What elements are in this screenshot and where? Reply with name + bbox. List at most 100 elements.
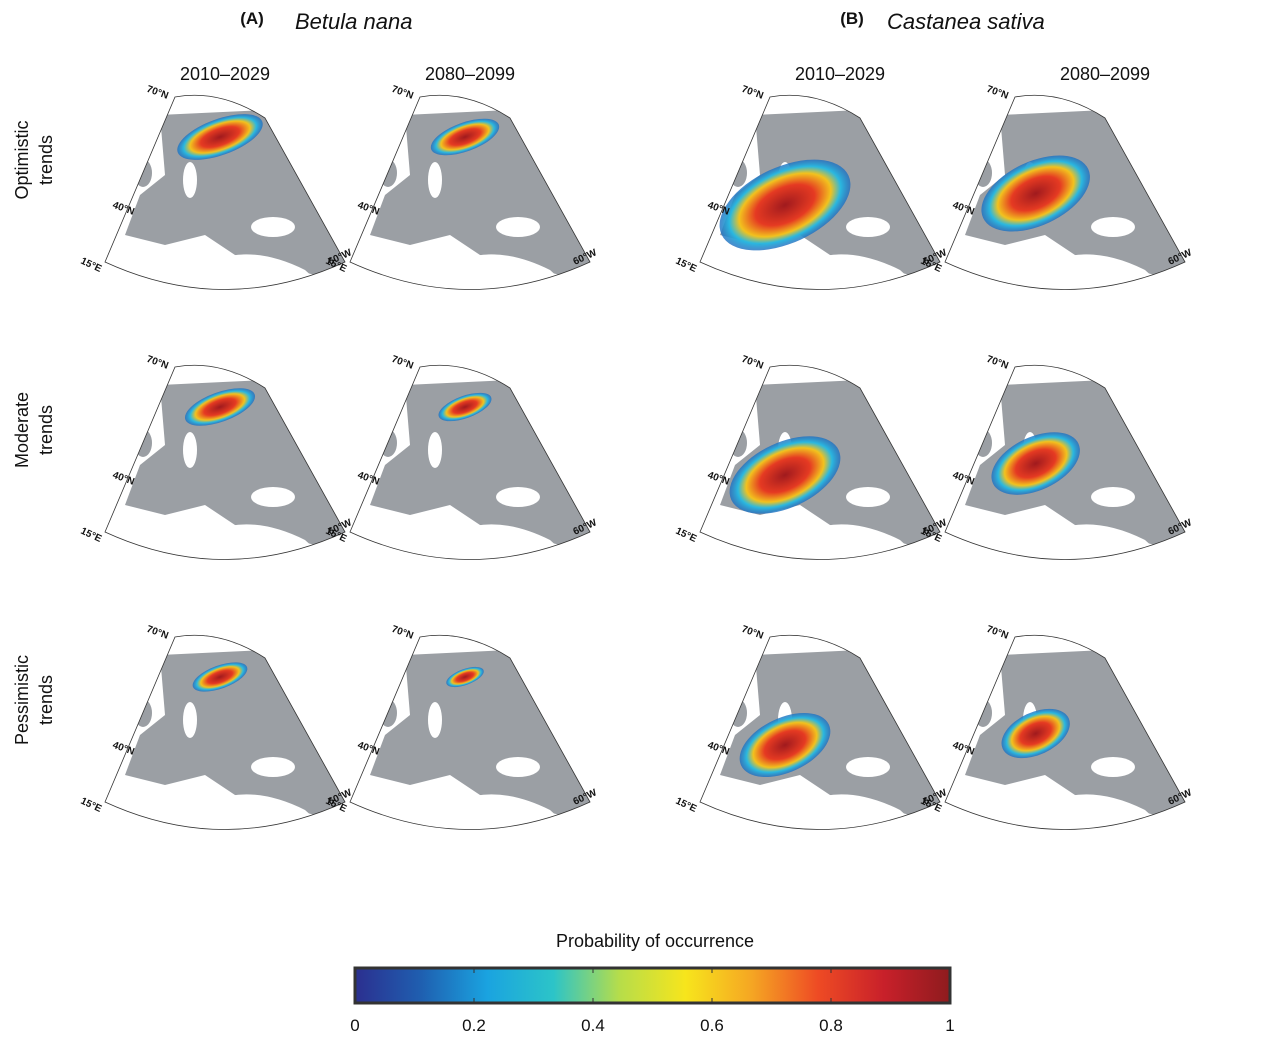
- sea: [496, 757, 540, 777]
- distribution: [739, 712, 831, 778]
- lat-label: 70°N: [740, 624, 765, 642]
- map-outline: [944, 364, 1186, 560]
- sea: [945, 794, 1185, 830]
- sea: [251, 217, 295, 237]
- map-body: [700, 95, 940, 290]
- map: 70°N40°N15°E 60°W: [674, 84, 949, 290]
- sea: [1091, 487, 1135, 507]
- lon-label: 15°E: [79, 526, 104, 545]
- map-body: [945, 635, 1185, 830]
- distribution: [177, 114, 263, 160]
- distribution: [991, 432, 1080, 495]
- row-label: Optimistic: [12, 120, 32, 199]
- period-label: 2080–2099: [1060, 64, 1150, 84]
- map: 70°N40°N15°E 60°W: [324, 624, 599, 830]
- sea: [846, 217, 890, 237]
- sea: [105, 794, 345, 830]
- lon-label: 15°E: [79, 256, 104, 275]
- lat-label: 70°N: [390, 84, 415, 102]
- row-label: trends: [36, 675, 56, 725]
- map-outline: [699, 94, 941, 290]
- sea: [428, 702, 442, 738]
- lat-label: 70°N: [985, 624, 1010, 642]
- lat-label: 70°N: [985, 84, 1010, 102]
- distribution: [446, 666, 484, 688]
- sea: [846, 757, 890, 777]
- map: 70°N40°N15°E 60°W: [324, 354, 599, 560]
- period-label: 2080–2099: [425, 64, 515, 84]
- lat-label: 70°N: [145, 354, 170, 372]
- row-label: Pessimistic: [12, 655, 32, 745]
- lat-label: 70°N: [390, 624, 415, 642]
- sea: [496, 487, 540, 507]
- map-outline: [349, 94, 591, 290]
- map-body: [105, 635, 345, 830]
- map-body: [700, 365, 940, 560]
- sea: [183, 432, 197, 468]
- map: 70°N40°N15°E 60°W: [79, 624, 354, 830]
- map-outline: [699, 634, 941, 830]
- map-outline: [104, 94, 346, 290]
- lon-label: 15°E: [79, 796, 104, 815]
- map: 70°N40°N15°E 60°W: [674, 354, 949, 560]
- map: 70°N40°N15°E 60°W: [919, 354, 1194, 560]
- distribution: [1001, 708, 1070, 759]
- row-label: Moderate: [12, 392, 32, 468]
- map-body: [945, 95, 1185, 290]
- row-label: trends: [36, 135, 56, 185]
- map-outline: [349, 634, 591, 830]
- distribution: [719, 159, 851, 251]
- map-outline: [944, 634, 1186, 830]
- tick-label: 0.8: [819, 1016, 843, 1035]
- sea: [496, 217, 540, 237]
- tick-label: 0.6: [700, 1016, 724, 1035]
- tick-label: 0: [350, 1016, 359, 1035]
- map: 70°N40°N15°E 60°W: [79, 354, 354, 560]
- lon-label: 15°E: [674, 796, 699, 815]
- sea: [700, 524, 940, 560]
- lon-label: 15°E: [674, 256, 699, 275]
- period-label: 2010–2029: [180, 64, 270, 84]
- panel-letter: (B): [840, 9, 864, 28]
- sea: [350, 254, 590, 290]
- map-body: [700, 635, 940, 830]
- tick-label: 0.2: [462, 1016, 486, 1035]
- distribution: [430, 118, 500, 156]
- sea: [350, 524, 590, 560]
- tick-label: 0.4: [581, 1016, 605, 1035]
- sea: [183, 162, 197, 198]
- lat-label: 70°N: [740, 84, 765, 102]
- species-name: Castanea sativa: [887, 9, 1045, 34]
- distribution: [192, 662, 248, 692]
- lat-label: 70°N: [145, 84, 170, 102]
- sea: [700, 794, 940, 830]
- map-body: [350, 95, 590, 290]
- map-outline: [944, 94, 1186, 290]
- sea: [428, 432, 442, 468]
- map-outline: [104, 634, 346, 830]
- sea: [700, 254, 940, 290]
- map-body: [105, 95, 345, 290]
- map-body: [350, 365, 590, 560]
- species-name: Betula nana: [295, 9, 412, 34]
- sea: [183, 702, 197, 738]
- distribution: [981, 155, 1090, 232]
- sea: [105, 524, 345, 560]
- sea: [945, 254, 1185, 290]
- map-body: [945, 365, 1185, 560]
- lat-label: 70°N: [985, 354, 1010, 372]
- sea: [1091, 217, 1135, 237]
- distribution: [184, 388, 256, 426]
- sea: [350, 794, 590, 830]
- colorbar-title: Probability of occurrence: [556, 931, 754, 951]
- sea: [251, 487, 295, 507]
- map: 70°N40°N15°E 60°W: [324, 84, 599, 290]
- lat-label: 70°N: [145, 624, 170, 642]
- map: 70°N40°N15°E 60°W: [919, 84, 1194, 290]
- map: 70°N40°N15°E 60°W: [919, 624, 1194, 830]
- colorbar: [353, 966, 952, 1005]
- tick-label: 1: [945, 1016, 954, 1035]
- lon-label: 15°E: [674, 526, 699, 545]
- map: 70°N40°N15°E 60°W: [79, 84, 354, 290]
